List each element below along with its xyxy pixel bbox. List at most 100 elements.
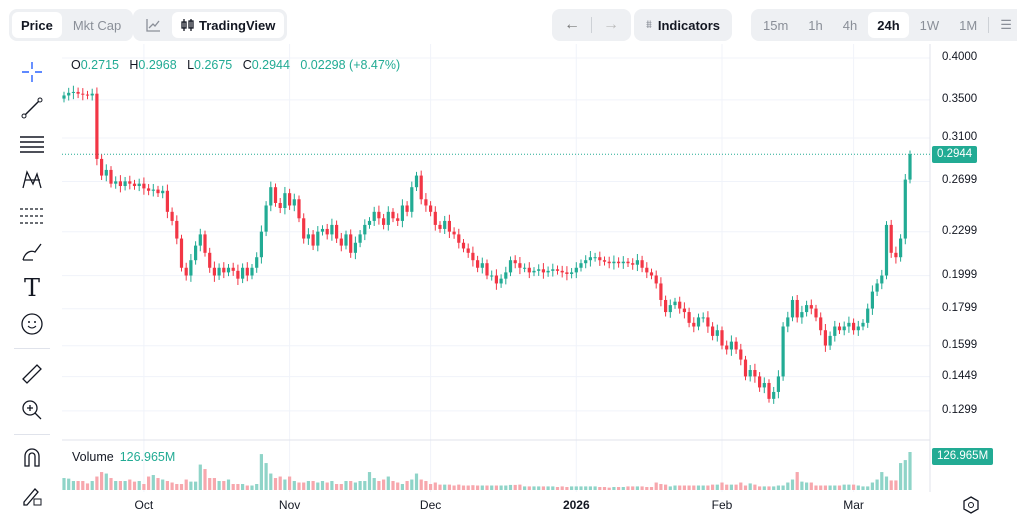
high-label: H [129,58,139,72]
candle-body [414,175,419,188]
candle-body [649,272,654,276]
parallel-lines-icon[interactable] [18,130,46,158]
settings-icon[interactable] [962,496,980,519]
candle-body [805,305,809,313]
text-icon[interactable]: T [23,274,40,302]
low-value: 0.2675 [194,58,233,72]
chart-settings-icon[interactable]: ☰ [1000,17,1012,32]
candle-body [485,263,489,276]
volume-bar [781,485,785,490]
candle-body [264,205,268,232]
candle-body [339,238,343,246]
volume-bar [179,484,184,490]
candle-body [602,260,607,262]
candle-body [372,211,376,221]
candle-body [128,181,132,184]
volume-bar [212,478,216,490]
volume-bar [471,485,475,490]
indicators-button[interactable]: ⩩ Indicators [637,12,729,38]
high-value: 0.2968 [138,58,177,72]
current-volume-tag: 126.965M [932,448,994,465]
candle-body [273,187,278,203]
candle-body [701,317,705,319]
candle-body [692,322,696,327]
interval-24h[interactable]: 24h [868,12,909,38]
volume-bar [579,486,583,490]
zoom-in-icon[interactable] [18,396,46,424]
volume-bar [753,484,757,490]
price-tab[interactable]: Price [12,12,62,38]
volume-bar [880,472,884,490]
volume-bar [518,484,522,490]
volume-bar [866,486,870,490]
volume-bar [607,487,611,490]
volume-bar [396,482,400,490]
volume-bar [852,484,856,490]
fib-icon[interactable] [18,202,46,230]
candle-body [541,269,545,273]
volume-bar [673,485,677,490]
candle-body [499,278,503,284]
interval-1W[interactable]: 1W [919,17,940,33]
crosshair-icon[interactable] [18,58,46,86]
candle-body [894,252,898,258]
candle-body [551,269,555,271]
candle-body [645,267,649,273]
line-chart-button[interactable] [136,12,170,38]
volume-bar [231,484,235,490]
volume-bar [584,486,588,490]
undo-button[interactable]: ← [564,16,580,33]
volume-bar [147,476,151,490]
line-chart-icon [146,19,160,32]
volume-bar [306,481,310,490]
tradingview-button[interactable]: TradingView [172,12,285,38]
volume-bar [349,481,353,490]
interval-1h[interactable]: 1h [808,17,823,33]
interval-selector: 15m 1h 4h 24h 1W 1M ☰ [751,9,1017,41]
volume-bar [899,463,903,490]
candle-body [269,187,273,206]
volume-bar [452,485,456,490]
brush-icon[interactable] [18,238,46,266]
emoji-icon[interactable] [18,310,46,338]
trend-line-icon[interactable] [18,94,46,122]
candle-body [471,252,475,261]
candle-body [828,335,832,346]
volume-bar [513,484,517,490]
candle-body [508,260,513,273]
ruler-icon[interactable] [18,360,46,388]
candle-body [800,312,804,318]
candle-body [612,261,616,264]
candle-body [617,261,621,264]
volume-bar [654,482,658,490]
lock-drawings-icon[interactable] [18,482,46,510]
volume-bar [508,484,513,490]
price-tick: 0.2699 [942,174,978,187]
magnet-icon[interactable] [18,444,46,472]
candle-body [433,211,437,225]
candle-body [631,263,635,265]
candle-body [203,234,207,253]
candle-body [255,257,259,268]
candle-body [833,326,837,336]
interval-15m[interactable]: 15m [763,17,789,33]
chart-type-toggle: TradingView [133,9,288,41]
volume-bar [250,485,254,490]
volume-bar [725,484,729,490]
volume-bar [273,478,278,490]
volume-bar [645,487,649,490]
candle-body [71,91,75,93]
volume-bar [203,469,207,490]
interval-1M[interactable]: 1M [959,17,978,33]
pattern-icon[interactable] [18,166,46,194]
volume-bar [819,485,823,490]
candle-body [537,269,541,271]
volume-bar [161,479,165,490]
redo-button[interactable]: → [603,16,619,33]
volume-bar [621,487,625,490]
volume-bar [678,485,682,490]
mkt-cap-tab[interactable]: Mkt Cap [72,17,122,33]
interval-4h[interactable]: 4h [842,17,858,33]
price-tick: 0.3500 [942,92,978,105]
